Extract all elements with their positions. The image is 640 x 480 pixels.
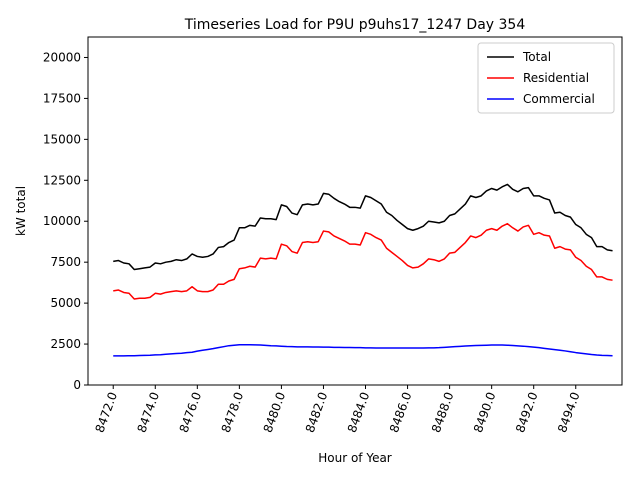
series-line-total <box>113 183 613 271</box>
chart-title: Timeseries Load for P9U p9uhs17_1247 Day… <box>184 17 526 33</box>
series-lines <box>113 183 613 357</box>
y-tick-label: 10000 <box>43 214 81 228</box>
y-tick-label: 20000 <box>43 50 81 64</box>
series-line-residential <box>113 222 613 300</box>
legend: Total Residential Commercial <box>477 42 615 114</box>
legend-label-residential: Residential <box>523 71 589 85</box>
y-tick-label: 17500 <box>43 91 81 105</box>
y-tick-label: 2500 <box>50 337 81 351</box>
series-line-commercial <box>113 343 613 357</box>
y-axis: 0 2500 5000 7500 10000 12500 15000 17500 20000 <box>43 50 88 392</box>
legend-box <box>477 42 615 114</box>
y-tick-label: 15000 <box>43 132 81 146</box>
plot-frame <box>87 36 623 386</box>
y-tick-label: 5000 <box>50 296 81 310</box>
x-axis-label: Hour of Year <box>318 451 392 465</box>
legend-label-commercial: Commercial <box>523 92 595 106</box>
y-axis-label: kW total <box>14 186 28 236</box>
legend-label-total: Total <box>522 50 551 64</box>
y-tick-label: 7500 <box>50 255 81 269</box>
y-tick-label: 12500 <box>43 173 81 187</box>
y-tick-label: 0 <box>73 378 81 392</box>
